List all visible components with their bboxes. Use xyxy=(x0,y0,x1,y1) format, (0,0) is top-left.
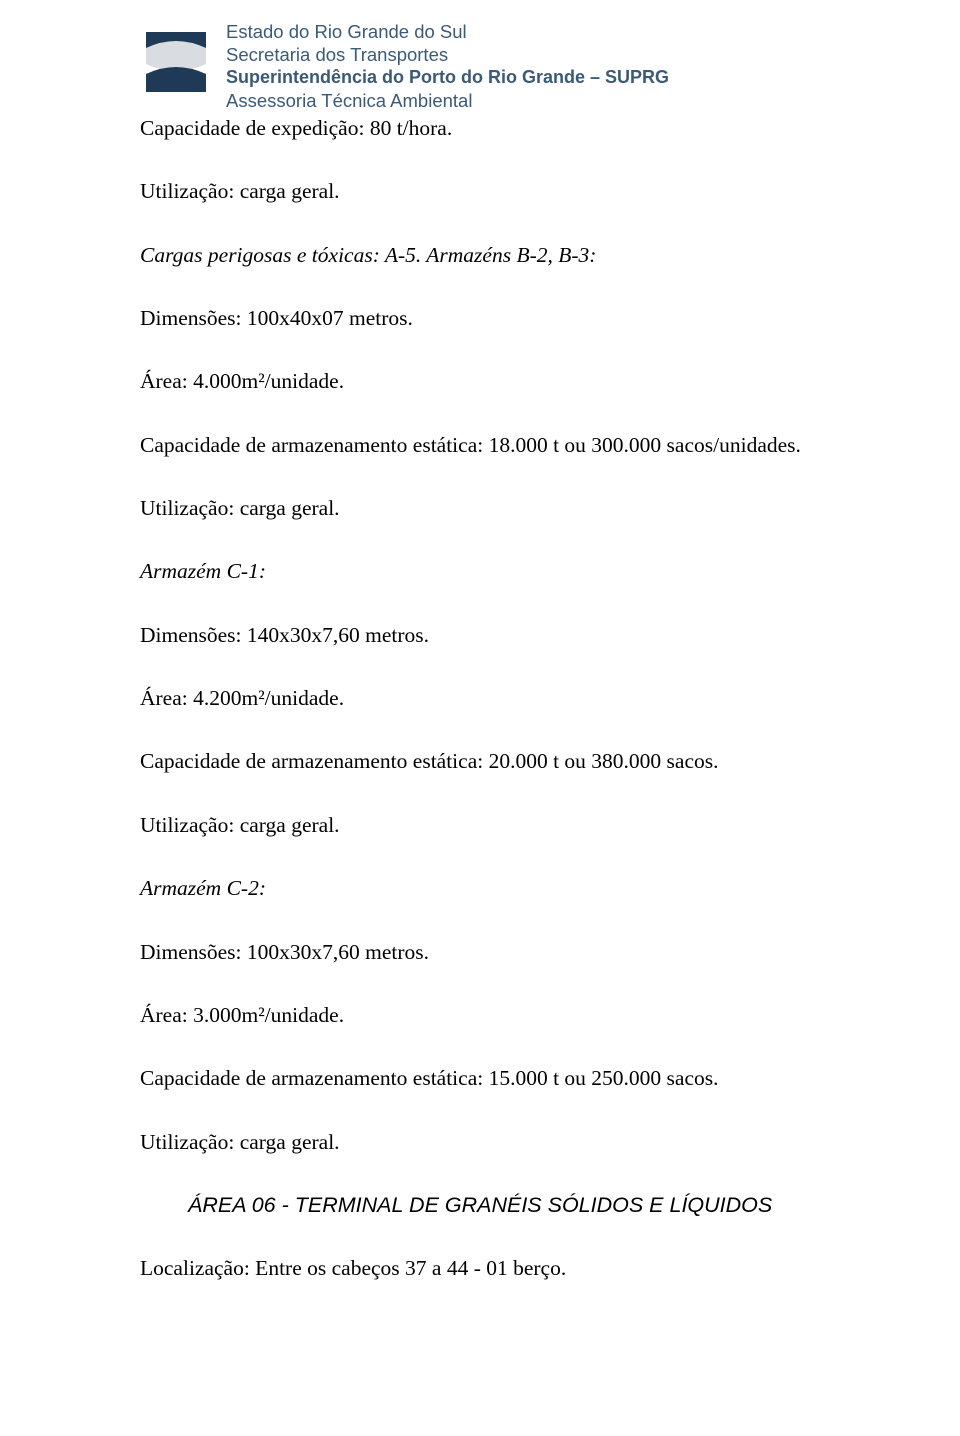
paragraph: Capacidade de expedição: 80 t/hora. xyxy=(140,116,820,141)
paragraph: Utilização: carga geral. xyxy=(140,1130,820,1155)
paragraph: Dimensões: 100x30x7,60 metros. xyxy=(140,940,820,965)
paragraph: Capacidade de armazenamento estática: 15… xyxy=(140,1066,820,1091)
paragraph: Capacidade de armazenamento estática: 18… xyxy=(140,433,820,458)
org-logo-icon xyxy=(140,26,212,103)
paragraph: Utilização: carga geral. xyxy=(140,813,820,838)
paragraph: Utilização: carga geral. xyxy=(140,496,820,521)
paragraph: Área: 4.000m²/unidade. xyxy=(140,369,820,394)
header-line-superintendencia: Superintendência do Porto do Rio Grande … xyxy=(226,66,669,89)
paragraph-italic: Armazém C-1: xyxy=(140,559,820,584)
paragraph: Área: 4.200m²/unidade. xyxy=(140,686,820,711)
text-segment: Cargas perigosas e tóxicas: A-5. xyxy=(140,243,421,267)
paragraph: Área: 3.000m²/unidade. xyxy=(140,1003,820,1028)
paragraph: Capacidade de armazenamento estática: 20… xyxy=(140,749,820,774)
header-line-estado: Estado do Rio Grande do Sul xyxy=(226,20,669,43)
header-line-assessoria: Assessoria Técnica Ambiental xyxy=(226,89,669,112)
text-segment: Armazéns B-2, B-3: xyxy=(426,243,596,267)
section-title: ÁREA 06 - TERMINAL DE GRANÉIS SÓLIDOS E … xyxy=(140,1193,820,1218)
paragraph: Dimensões: 100x40x07 metros. xyxy=(140,306,820,331)
header-text-block: Estado do Rio Grande do Sul Secretaria d… xyxy=(226,20,669,112)
paragraph-italic: Cargas perigosas e tóxicas: A-5. Armazén… xyxy=(140,243,820,268)
paragraph: Dimensões: 140x30x7,60 metros. xyxy=(140,623,820,648)
paragraph: Localização: Entre os cabeços 37 a 44 - … xyxy=(140,1256,820,1281)
header-line-secretaria: Secretaria dos Transportes xyxy=(226,43,669,66)
paragraph-italic: Armazém C-2: xyxy=(140,876,820,901)
document-body: Capacidade de expedição: 80 t/hora. Util… xyxy=(140,116,820,1282)
paragraph: Utilização: carga geral. xyxy=(140,179,820,204)
document-header: Estado do Rio Grande do Sul Secretaria d… xyxy=(140,20,820,112)
